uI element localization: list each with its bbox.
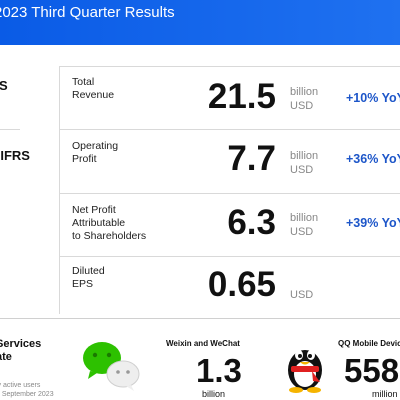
metric-label-revenue: Total Revenue (72, 76, 115, 101)
metric-value-revenue: 21.5 (207, 77, 276, 116)
app-value-weixin: 1.3 (196, 352, 242, 389)
app-unit-qq: million (372, 389, 398, 399)
metric-value-eps: 0.65 (207, 265, 276, 304)
header-banner: 2023 Third Quarter Results (0, 0, 400, 45)
row-divider (60, 256, 400, 257)
left-label-non-ifrs: -IFRS (0, 148, 30, 163)
metric-change-net-profit: +39% YoY (346, 216, 400, 230)
metric-change-revenue: +10% YoY (346, 91, 400, 105)
app-unit-weixin: billion (202, 389, 226, 399)
row-divider (60, 129, 400, 130)
metric-unit-operating-profit: billion USD (290, 150, 319, 176)
page-title: 2023 Third Quarter Results (0, 4, 175, 21)
metric-label-net-profit: Net Profit Attributable to Shareholders (72, 204, 147, 242)
section-divider (0, 318, 400, 319)
services-heading: Services ate (0, 338, 42, 363)
metric-value-operating-profit: 7.7 (227, 139, 276, 178)
metric-change-operating-profit: +36% YoY (346, 152, 400, 166)
row-divider (60, 66, 400, 67)
metric-unit-eps: USD (290, 289, 314, 301)
wechat-icon (83, 342, 140, 391)
metric-value-net-profit: 6.3 (227, 203, 276, 242)
row-divider (60, 193, 400, 194)
column-divider (59, 66, 60, 314)
left-label-ifrs: S (0, 78, 8, 93)
qq-penguin-icon (288, 350, 322, 393)
app-value-qq: 558 (344, 352, 400, 389)
services-footnote: ly active users 0 September 2023 (0, 382, 54, 398)
metric-unit-net-profit: billion USD (290, 212, 319, 238)
app-name-qq: QQ Mobile Devices (338, 339, 400, 348)
metric-label-eps: Diluted EPS (72, 265, 105, 290)
metric-unit-revenue: billion USD (290, 86, 319, 112)
app-name-weixin: Weixin and WeChat (166, 339, 240, 348)
left-divider (0, 129, 20, 130)
metric-label-operating-profit: Operating Profit (72, 140, 119, 165)
